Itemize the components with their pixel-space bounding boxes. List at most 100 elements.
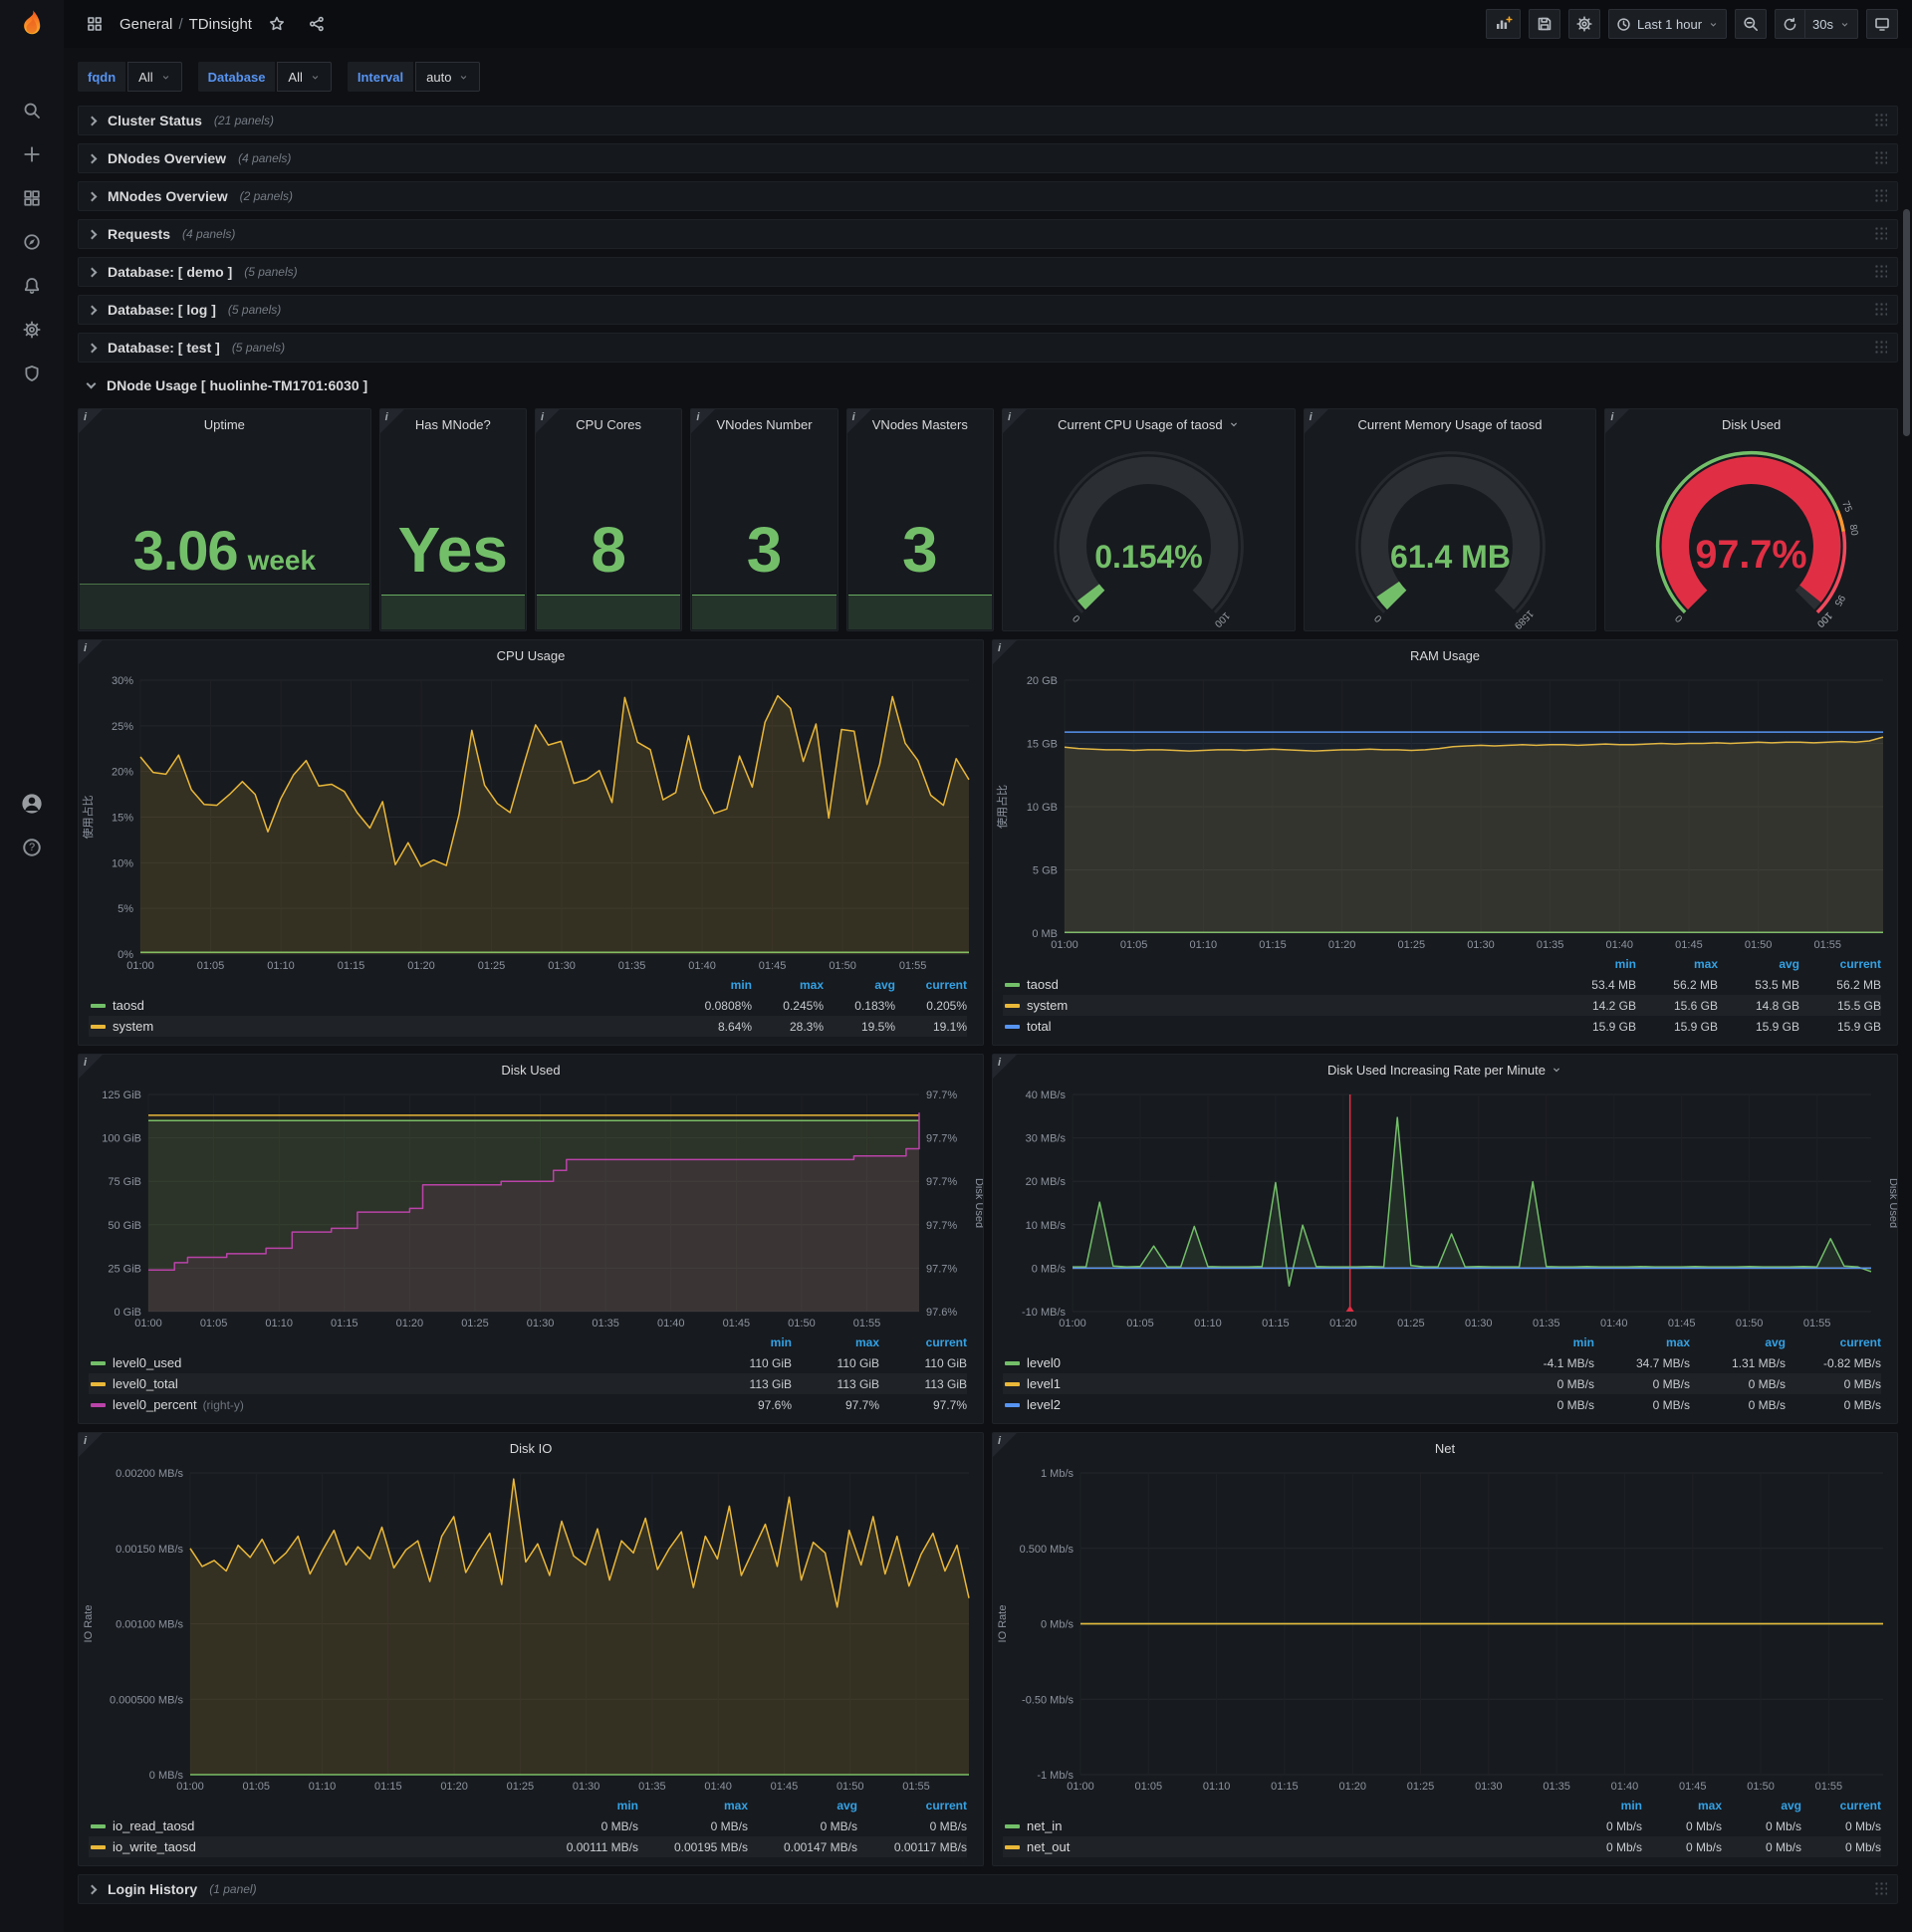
row-drag-handle-icon[interactable] xyxy=(1874,340,1887,356)
configuration-gear-icon[interactable] xyxy=(15,315,49,345)
breadcrumb-dashboard[interactable]: TDinsight xyxy=(188,15,252,33)
row-drag-handle-icon[interactable] xyxy=(1874,226,1887,242)
alerting-bell-icon[interactable] xyxy=(15,271,49,301)
variable-label-fqdn[interactable]: fqdn xyxy=(78,62,126,92)
panel-title[interactable]: Current Memory Usage of taosd xyxy=(1305,409,1596,439)
refresh-interval-dropdown[interactable]: 30s xyxy=(1805,9,1858,39)
legend-col-max[interactable]: max xyxy=(799,977,824,992)
timeseries-plot[interactable]: 0 MB 5 GB 10 GB 15 GB 20 GB 01:00 01:05 01:10 01… xyxy=(993,670,1897,953)
legend-series-name[interactable]: taosd xyxy=(1027,977,1059,992)
legend-col-min[interactable]: min xyxy=(770,1334,792,1349)
legend-series-name[interactable]: net_out xyxy=(1027,1839,1071,1854)
row-drag-handle-icon[interactable] xyxy=(1874,1881,1887,1897)
legend-series-name[interactable]: io_read_taosd xyxy=(113,1818,195,1833)
legend-series-name[interactable]: level2 xyxy=(1027,1397,1061,1412)
panel-info-icon[interactable] xyxy=(1304,409,1328,433)
panel-title[interactable]: Net xyxy=(993,1433,1897,1463)
row-drag-handle-icon[interactable] xyxy=(1874,188,1887,204)
panel-title[interactable]: Disk Used xyxy=(79,1055,983,1085)
panel-title[interactable]: CPU Cores xyxy=(536,409,681,439)
legend-col-min[interactable]: min xyxy=(730,977,752,992)
row-drag-handle-icon[interactable] xyxy=(1874,113,1887,128)
legend-col-max[interactable]: max xyxy=(1665,1334,1690,1349)
panel-info-icon[interactable] xyxy=(993,1055,1017,1079)
timeseries-plot[interactable]: -10 MB/s 0 MB/s 10 MB/s 20 MB/s 30 MB/s 40 MB… xyxy=(993,1085,1897,1331)
row-drag-handle-icon[interactable] xyxy=(1874,150,1887,166)
legend-col-avg[interactable]: avg xyxy=(836,1798,857,1812)
search-icon[interactable] xyxy=(15,96,49,125)
page-scrollbar[interactable] xyxy=(1903,209,1910,436)
panel-info-icon[interactable] xyxy=(691,409,716,433)
server-admin-shield-icon[interactable] xyxy=(15,359,49,388)
row-header-requests[interactable]: Requests (4 panels) xyxy=(78,219,1898,249)
create-plus-icon[interactable] xyxy=(15,139,49,169)
tv-mode-button[interactable] xyxy=(1866,9,1898,39)
legend-col-current[interactable]: current xyxy=(1839,956,1881,971)
panel-title[interactable]: CPU Usage xyxy=(79,640,983,670)
panel-info-icon[interactable] xyxy=(846,409,871,433)
variable-label-database[interactable]: Database xyxy=(197,62,276,92)
row-drag-handle-icon[interactable] xyxy=(1874,264,1887,280)
legend-col-avg[interactable]: avg xyxy=(1779,956,1799,971)
legend-series-name[interactable]: net_in xyxy=(1027,1818,1063,1833)
row-header-login-history[interactable]: Login History (1 panel) xyxy=(78,1874,1898,1904)
panel-info-icon[interactable] xyxy=(1605,409,1630,433)
panel-title[interactable]: Disk Used Increasing Rate per Minute xyxy=(993,1055,1897,1085)
help-icon[interactable]: ? xyxy=(15,833,49,862)
variable-label-interval[interactable]: Interval xyxy=(347,62,414,92)
legend-col-min[interactable]: min xyxy=(1614,956,1636,971)
row-header-database-log[interactable]: Database: [ log ] (5 panels) xyxy=(78,295,1898,325)
legend-col-current[interactable]: current xyxy=(925,1334,967,1349)
panel-info-icon[interactable] xyxy=(379,409,404,433)
row-header-database-demo[interactable]: Database: [ demo ] (5 panels) xyxy=(78,257,1898,287)
panel-title[interactable]: VNodes Masters xyxy=(847,409,993,439)
panel-title[interactable]: RAM Usage xyxy=(993,640,1897,670)
explore-compass-icon[interactable] xyxy=(15,227,49,257)
row-header-dnodes-overview[interactable]: DNodes Overview (4 panels) xyxy=(78,143,1898,173)
legend-series-name[interactable]: level0_total xyxy=(113,1376,178,1391)
legend-col-min[interactable]: min xyxy=(616,1798,638,1812)
legend-col-max[interactable]: max xyxy=(1693,956,1718,971)
panel-info-icon[interactable] xyxy=(993,640,1017,664)
timeseries-plot[interactable]: 0% 5% 10% 15% 20% 25% 30% 01:00 01:05 01:10 01:15 0… xyxy=(79,670,983,974)
save-dashboard-button[interactable] xyxy=(1528,9,1560,39)
legend-series-name[interactable]: level0 xyxy=(1027,1355,1061,1370)
panel-title[interactable]: Disk Used xyxy=(1605,409,1897,439)
legend-col-avg[interactable]: avg xyxy=(874,977,895,992)
legend-col-min[interactable]: min xyxy=(1620,1798,1642,1812)
legend-series-name[interactable]: level0_used xyxy=(113,1355,182,1370)
panel-title[interactable]: Has MNode? xyxy=(380,409,526,439)
legend-col-max[interactable]: max xyxy=(1697,1798,1722,1812)
row-drag-handle-icon[interactable] xyxy=(1874,302,1887,318)
refresh-button[interactable] xyxy=(1775,9,1806,39)
legend-col-current[interactable]: current xyxy=(925,1798,967,1812)
dashboard-settings-button[interactable] xyxy=(1567,9,1600,39)
variable-value-database[interactable]: All xyxy=(277,62,332,92)
panel-info-icon[interactable] xyxy=(536,409,560,433)
legend-series-name[interactable]: total xyxy=(1027,1019,1052,1034)
timeseries-plot[interactable]: 0 GiB 97.6% 25 GiB 97.7% 50 GiB 97.7% 75 GiB 97… xyxy=(79,1085,983,1331)
legend-col-min[interactable]: min xyxy=(1572,1334,1594,1349)
legend-series-name[interactable]: taosd xyxy=(113,998,144,1013)
panel-title[interactable]: Uptime xyxy=(79,409,370,439)
panel-info-icon[interactable] xyxy=(993,1433,1017,1457)
panel-title[interactable]: Disk IO xyxy=(79,1433,983,1463)
legend-col-max[interactable]: max xyxy=(854,1334,879,1349)
zoom-out-button[interactable] xyxy=(1735,9,1768,39)
add-panel-button[interactable] xyxy=(1485,9,1521,39)
legend-col-avg[interactable]: avg xyxy=(1765,1334,1786,1349)
legend-series-name[interactable]: system xyxy=(113,1019,154,1034)
grafana-logo-icon[interactable] xyxy=(0,0,64,48)
panel-title[interactable]: Current CPU Usage of taosd xyxy=(1003,409,1295,439)
legend-col-avg[interactable]: avg xyxy=(1781,1798,1801,1812)
breadcrumb-folder[interactable]: General xyxy=(120,15,173,33)
legend-col-current[interactable]: current xyxy=(925,977,967,992)
row-header-cluster-status[interactable]: Cluster Status (21 panels) xyxy=(78,106,1898,135)
share-icon[interactable] xyxy=(302,9,332,39)
dashboard-grid-icon[interactable] xyxy=(80,9,110,39)
panel-info-icon[interactable] xyxy=(79,1055,103,1079)
legend-series-name[interactable]: level1 xyxy=(1027,1376,1061,1391)
panel-info-icon[interactable] xyxy=(1002,409,1027,433)
panel-info-icon[interactable] xyxy=(79,409,103,433)
avatar[interactable] xyxy=(15,789,49,819)
